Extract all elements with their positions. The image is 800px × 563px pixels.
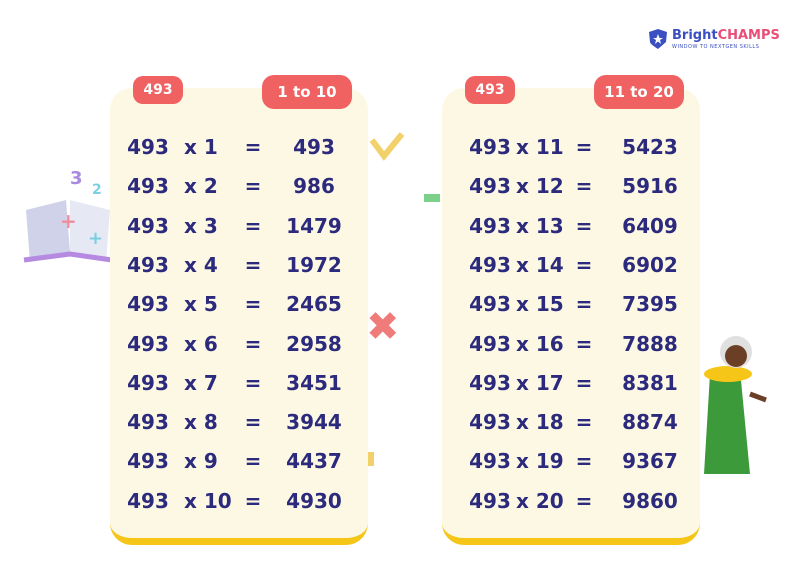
table-cell: = (244, 174, 262, 199)
table-cell: 493 (127, 370, 169, 395)
table-cell: x 18 (516, 410, 564, 435)
table-cell: 493 (127, 410, 169, 435)
table-cell: x 10 (184, 488, 232, 513)
table-cell: 493 (469, 135, 511, 159)
table-cell: 6409 (622, 213, 678, 238)
table-cell: x 6 (184, 331, 218, 356)
svg-text:+: + (60, 209, 77, 233)
table-card (442, 88, 700, 545)
number-badge: 493 (465, 76, 515, 104)
table-cell: 5916 (622, 174, 678, 199)
table-cell: 1972 (286, 252, 342, 277)
table-cell: 493 (127, 292, 169, 317)
range-badge: 1 to 10 (262, 75, 352, 109)
table-cell: x 12 (516, 174, 564, 199)
table-cell: 493 (127, 252, 169, 277)
table-cell: x 19 (516, 449, 564, 474)
table-cell: = (575, 370, 593, 395)
table-cell: 4437 (286, 449, 342, 474)
table-cell: x 15 (516, 292, 564, 317)
table-cell: 493 (127, 213, 169, 238)
table-cell: x 20 (516, 488, 564, 513)
table-cell: 986 (293, 174, 335, 199)
table-cell: x 5 (184, 292, 218, 317)
table-cell: 6902 (622, 252, 678, 277)
table-cell: 493 (127, 174, 169, 199)
table-cell: 493 (127, 449, 169, 474)
math-decorations: ✖ (366, 132, 440, 466)
decor-digit: 2 (92, 182, 102, 198)
table-cell: 2958 (286, 331, 342, 356)
table-cell: 4930 (286, 488, 342, 513)
table-cell: 3451 (286, 370, 342, 395)
table-cell: 493 (469, 292, 511, 317)
tagline: WINDOW TO NEXTGEN SKILLS (672, 44, 760, 50)
table-cell: 493 (127, 331, 169, 356)
range-badge: 11 to 20 (594, 75, 684, 109)
table-cell: x 13 (516, 213, 564, 238)
table-cell: = (575, 252, 593, 277)
table-cell: x 2 (184, 174, 218, 199)
table-cell: 493 (469, 488, 511, 513)
table-cell: 7395 (622, 292, 678, 317)
table-cell: 493 (127, 488, 169, 513)
brand-a: Bright (672, 28, 718, 43)
table-cell: = (244, 370, 262, 395)
table-cell: 493 (469, 213, 511, 238)
table-cell: = (575, 174, 593, 199)
table-cell: 9367 (622, 449, 678, 474)
table-cell: = (244, 135, 262, 159)
book-decoration: + + (23, 200, 113, 263)
table-cell: x 9 (184, 449, 218, 474)
table-cell: 493 (469, 370, 511, 395)
table-cell: = (575, 488, 593, 513)
table-cell: = (244, 331, 262, 356)
logo-shield (649, 29, 667, 49)
table-cell: 7888 (622, 331, 678, 356)
table-cell: 5423 (622, 135, 678, 159)
table-cell: = (244, 252, 262, 277)
table-cell: x 11 (516, 135, 564, 159)
table-cell: 493 (469, 410, 511, 435)
table-cell: x 14 (516, 252, 564, 277)
table-cell: = (575, 331, 593, 356)
svg-text:+: + (88, 228, 103, 249)
table-cell: 8381 (622, 370, 678, 395)
table-cell: = (575, 410, 593, 435)
table-cell: = (575, 135, 593, 159)
table-cell: 8874 (622, 410, 678, 435)
table-cell: x 1 (184, 135, 218, 159)
table-cell: = (244, 292, 262, 317)
table-cell: = (244, 488, 262, 513)
table-cell: 493 (469, 174, 511, 199)
table-cell: 493 (293, 135, 335, 159)
character-decoration (704, 336, 767, 474)
table-cell: 3944 (286, 410, 342, 435)
table-cell: x 8 (184, 410, 218, 435)
decor-digit: 3 (70, 168, 83, 189)
table-cell: = (575, 213, 593, 238)
brand-b: CHAMPS (717, 28, 780, 43)
table-cell: x 3 (184, 213, 218, 238)
table-cell: = (575, 449, 593, 474)
table-cell: 9860 (622, 488, 678, 513)
table-cell: x 16 (516, 331, 564, 356)
table-cell: x 4 (184, 252, 218, 277)
table-cell: 493 (469, 449, 511, 474)
table-cell: 493 (469, 252, 511, 277)
table-cell: = (244, 410, 262, 435)
table-cell: 493 (127, 135, 169, 159)
svg-text:✖: ✖ (366, 304, 400, 350)
table-cell: x 17 (516, 370, 564, 395)
table-cell: 2465 (286, 292, 342, 317)
table-cell: 1479 (286, 213, 342, 238)
table-cell: 493 (469, 331, 511, 356)
table-cell: = (575, 292, 593, 317)
table-cell: = (244, 449, 262, 474)
number-badge: 493 (133, 76, 183, 104)
table-cell: = (244, 213, 262, 238)
table-cell: x 7 (184, 370, 218, 395)
table-card (110, 88, 368, 545)
